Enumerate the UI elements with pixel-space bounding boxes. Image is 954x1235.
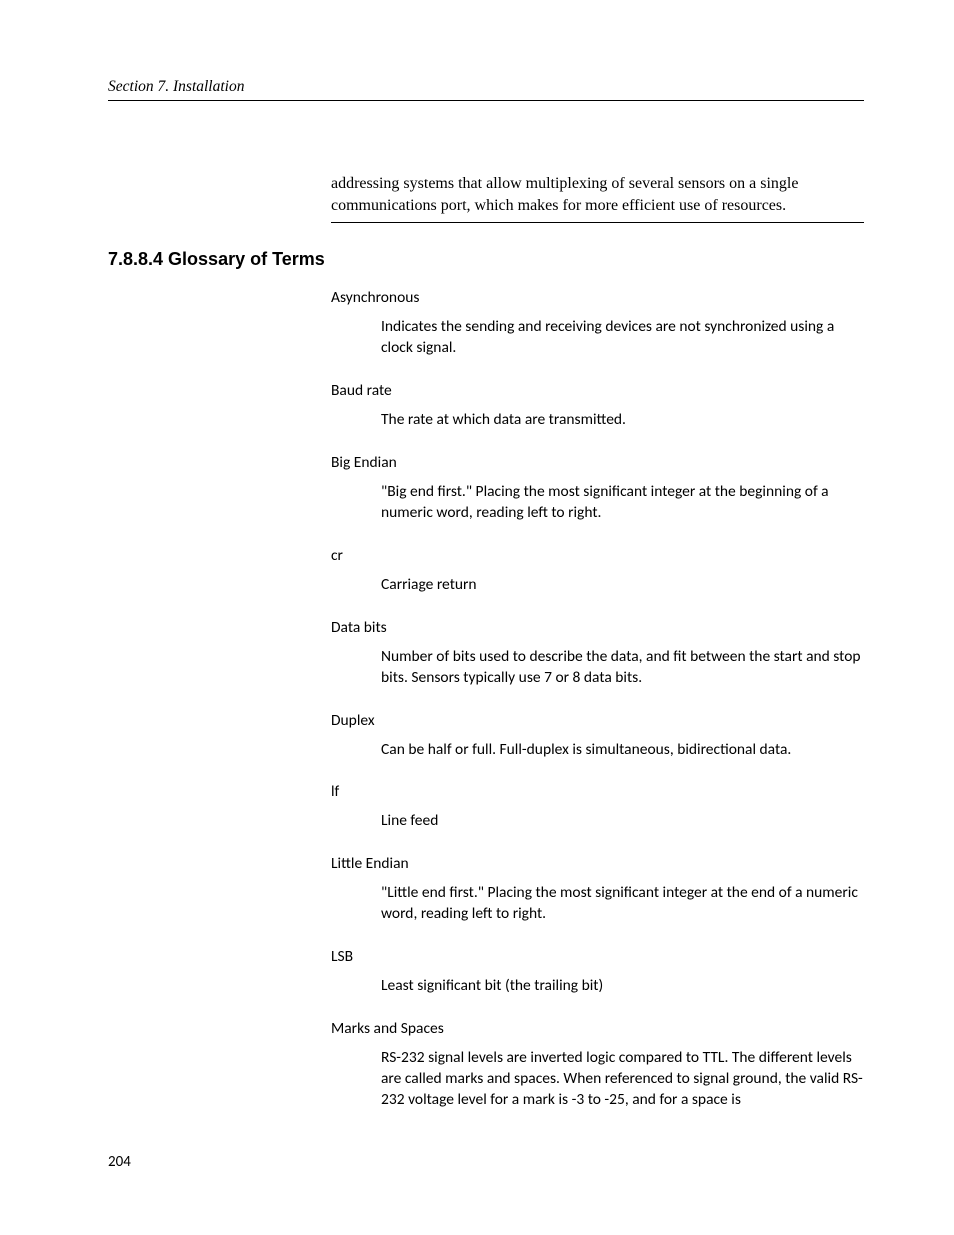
page: Section 7. Installation addressing syste… [0,0,954,1235]
glossary-definition: The rate at which data are transmitted. [381,410,864,431]
page-number: 204 [108,1153,131,1171]
glossary-term: cr [331,546,864,565]
glossary-definition: RS-232 signal levels are inverted logic … [381,1048,864,1111]
glossary-term: lf [331,782,864,801]
glossary-definition: "Big end first." Placing the most signif… [381,482,864,524]
glossary-list: Asynchronous Indicates the sending and r… [331,288,864,1111]
glossary-term: Asynchronous [331,288,864,307]
glossary-term: Marks and Spaces [331,1019,864,1038]
glossary-definition: Can be half or full. Full-duplex is simu… [381,740,864,761]
intro-paragraph: addressing systems that allow multiplexi… [331,173,864,223]
glossary-definition: Least significant bit (the trailing bit) [381,976,864,997]
glossary-definition: Number of bits used to describe the data… [381,647,864,689]
glossary-term: Little Endian [331,854,864,873]
section-heading: 7.8.8.4 Glossary of Terms [108,249,864,270]
glossary-term: Big Endian [331,453,864,472]
running-head: Section 7. Installation [108,78,864,101]
glossary-term: LSB [331,947,864,966]
glossary-definition: Indicates the sending and receiving devi… [381,317,864,359]
glossary-term: Duplex [331,711,864,730]
glossary-definition: "Little end first." Placing the most sig… [381,883,864,925]
glossary-term: Data bits [331,618,864,637]
glossary-definition: Line feed [381,811,864,832]
glossary-definition: Carriage return [381,575,864,596]
glossary-term: Baud rate [331,381,864,400]
